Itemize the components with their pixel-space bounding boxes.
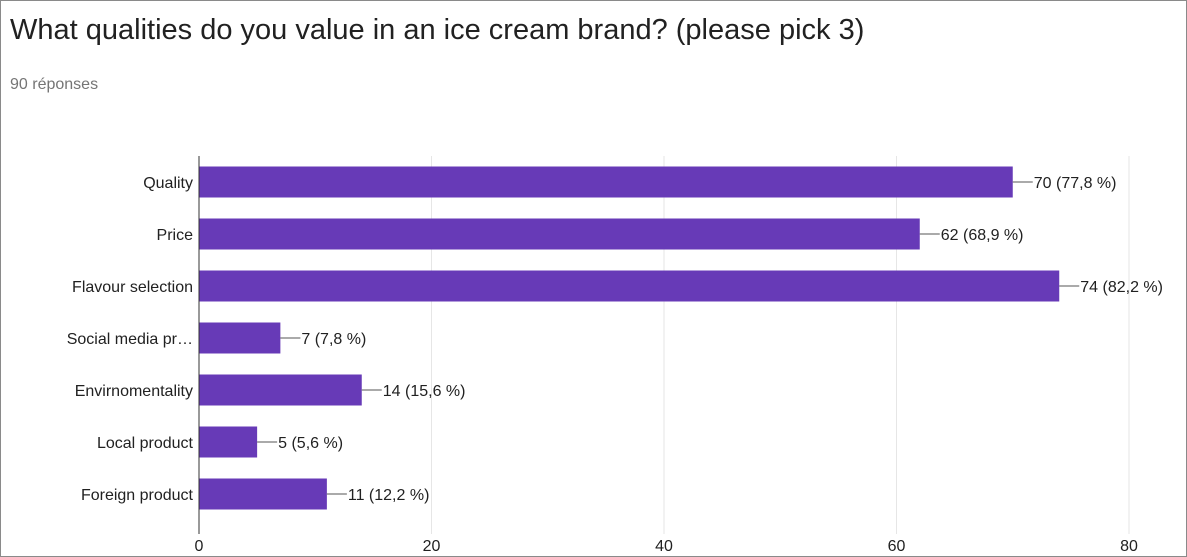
category-label: Envirnomentality: [75, 383, 193, 400]
data-label: 70 (77,8 %): [1034, 175, 1117, 192]
question-title: What qualities do you value in an ice cr…: [10, 14, 865, 46]
data-label: 74 (82,2 %): [1080, 279, 1163, 296]
data-label: 62 (68,9 %): [941, 227, 1024, 244]
bar: [199, 270, 1060, 302]
data-label: 14 (15,6 %): [383, 383, 466, 400]
x-tick-label: 20: [423, 538, 441, 555]
x-tick-label: 40: [655, 538, 673, 555]
bar: [199, 218, 920, 250]
bar: [199, 426, 258, 458]
bar: [199, 322, 281, 354]
category-label: Quality: [143, 175, 193, 192]
response-count: 90 réponses: [10, 76, 99, 93]
x-tick-label: 80: [1120, 538, 1138, 555]
bar: [199, 478, 327, 510]
category-label: Foreign product: [81, 487, 194, 504]
x-tick-label: 60: [888, 538, 906, 555]
data-label: 11 (12,2 %): [348, 487, 430, 504]
bar: [199, 374, 362, 406]
data-label: 7 (7,8 %): [301, 331, 366, 348]
x-tick-label: 0: [195, 538, 204, 555]
category-label: Flavour selection: [72, 279, 193, 296]
bar: [199, 166, 1013, 198]
data-label: 5 (5,6 %): [278, 435, 343, 452]
category-label: Local product: [97, 435, 194, 452]
category-label: Social media pr…: [67, 331, 193, 348]
category-label: Price: [157, 227, 194, 244]
